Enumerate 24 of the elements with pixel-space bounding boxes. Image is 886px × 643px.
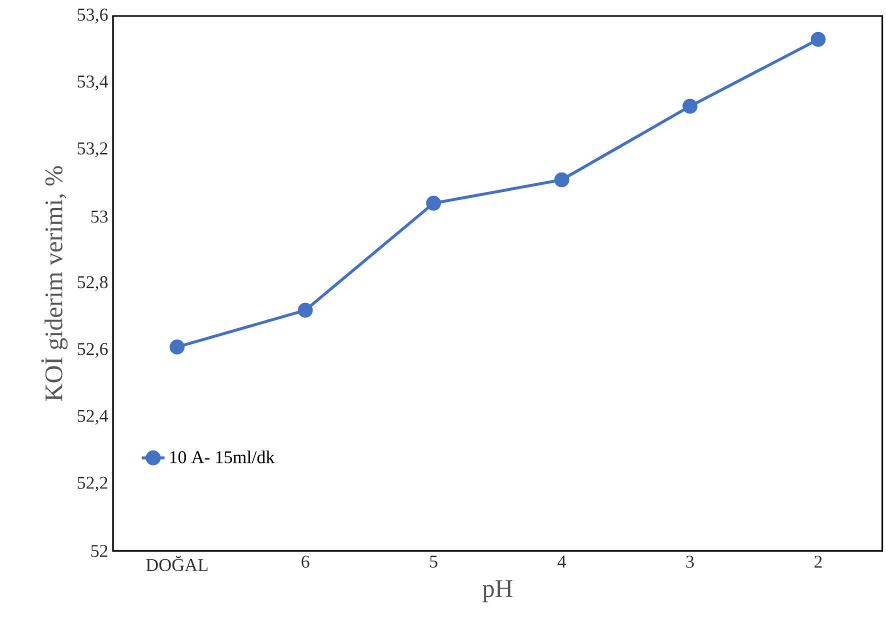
y-tick-label: 52,6 [78, 343, 108, 358]
legend-label: 10 A- 15ml/dk [170, 450, 275, 464]
y-tick-label: 52 [91, 544, 108, 558]
point [554, 172, 570, 188]
point [810, 32, 826, 47]
y-tick-label: 53,4 [78, 76, 108, 90]
point [170, 340, 185, 354]
x-tick-label: 3 [686, 556, 694, 568]
point [682, 98, 698, 114]
y-tick-label: 53,6 [78, 8, 108, 24]
y-tick-label: 52,2 [78, 476, 108, 492]
y-axis-title: KOİ giderim verimi, % [41, 166, 68, 401]
x-axis-title: pH [482, 580, 512, 602]
y-tick-label: 53,2 [78, 142, 108, 158]
point [426, 196, 442, 211]
y-tick-label: 53 [91, 210, 108, 223]
x-tick-label: 2 [814, 556, 822, 568]
y-tick-label: 52,8 [78, 276, 108, 291]
x-tick-label: 5 [430, 556, 438, 568]
x-tick-label: 4 [558, 556, 566, 568]
y-tick-label: 52,4 [78, 410, 108, 425]
point [298, 302, 313, 318]
x-tick-label: DOĞAL [146, 556, 208, 572]
x-tick-label: 6 [302, 556, 310, 568]
